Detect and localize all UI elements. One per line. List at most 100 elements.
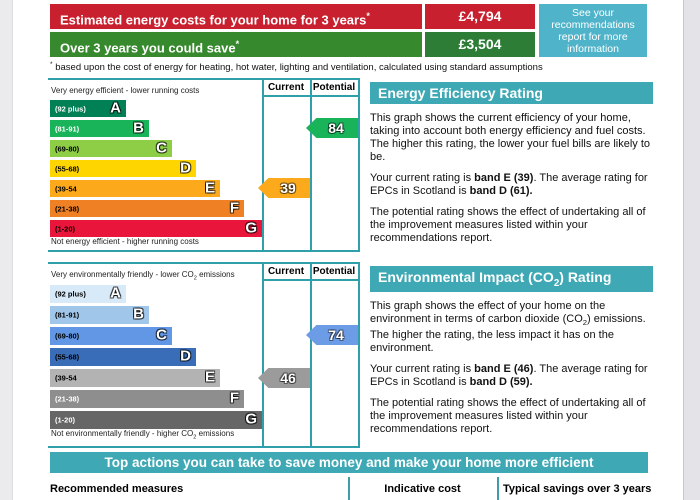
- text: . The average rating for EPCs in Scotlan…: [370, 362, 648, 388]
- text: Environmental Impact (CO: [378, 269, 554, 285]
- recommendations-note: See your recommendations report for more…: [539, 4, 647, 57]
- energy-band-f: (21-38) F: [50, 199, 244, 217]
- band-letter: F: [229, 199, 239, 217]
- co2-band-c: (69-80) C: [50, 327, 172, 345]
- chart-bottom-caption: Not energy efficient - higher running co…: [51, 237, 199, 246]
- co2-panel-paragraph-3: The potential rating shows the effect of…: [370, 396, 646, 435]
- co2-panel-paragraph-2: Your current rating is band E (46). The …: [370, 363, 653, 389]
- energy-efficiency-panel: Energy Efficiency Rating This graph show…: [370, 82, 653, 245]
- text: ) Rating: [559, 269, 612, 285]
- chart-bottom-caption: Not environmentally friendly - higher CO…: [51, 429, 234, 441]
- text: emissions: [196, 429, 235, 439]
- assumptions-footnote: * based upon the cost of energy for heat…: [50, 61, 543, 73]
- band-range-label: (1-20): [55, 415, 76, 425]
- footnote-marker: *: [235, 39, 240, 49]
- average-rating-text: band D (61).: [469, 185, 533, 197]
- current-rating-text: band E (39): [474, 172, 534, 184]
- chart-header-underline: [262, 95, 360, 97]
- text: Your current rating is: [370, 172, 475, 184]
- band-letter: C: [156, 139, 167, 157]
- band-range-label: (39-54: [55, 373, 77, 383]
- band-range-label: (39-54: [55, 184, 77, 193]
- band-range-label: (81-91): [55, 124, 80, 133]
- co2-panel-title: Environmental Impact (CO2) Rating: [370, 266, 653, 292]
- energy-panel-paragraph-2: Your current rating is band E (39). The …: [370, 172, 653, 198]
- co2-subscript: 2: [553, 277, 560, 289]
- table-column-divider: [497, 477, 499, 500]
- co2-band-d: (55-68) D: [50, 348, 196, 366]
- energy-band-b: (81-91) B: [50, 119, 149, 137]
- co2-subscript: 2: [582, 317, 588, 327]
- band-letter: B: [133, 305, 144, 323]
- co2-impact-chart: Current Potential Very environmentally f…: [48, 262, 360, 448]
- current-column-header: Current: [267, 82, 305, 93]
- estimated-costs-value: £4,794: [425, 4, 535, 29]
- page-left-margin: [0, 0, 13, 500]
- band-range-label: (21-38): [55, 394, 80, 404]
- text: ) emissions. The higher the rating, the …: [370, 312, 646, 354]
- co2-band-b: (81-91) B: [50, 306, 149, 324]
- co2-current-rating-arrow: 46: [258, 368, 310, 388]
- band-range-label: (55-68): [55, 164, 80, 173]
- energy-panel-title: Energy Efficiency Rating: [370, 82, 653, 104]
- energy-potential-rating-arrow: 84: [306, 118, 358, 138]
- band-range-label: (69-80): [55, 331, 80, 341]
- footnote-marker: *: [50, 61, 53, 68]
- potential-column-header: Potential: [312, 266, 356, 277]
- energy-current-rating-arrow: 39: [258, 178, 310, 198]
- band-letter: A: [110, 99, 121, 117]
- band-range-label: (92 plus): [55, 289, 86, 299]
- chart-header-underline: [262, 279, 360, 281]
- current-column-header: Current: [267, 266, 305, 277]
- co2-impact-panel: Environmental Impact (CO2) Rating This g…: [370, 266, 653, 436]
- assumptions-footnote-text: based upon the cost of energy for heatin…: [52, 62, 543, 74]
- footnote-marker: *: [366, 11, 370, 21]
- chart-column-line: [310, 78, 312, 252]
- energy-band-d: (55-68) D: [50, 159, 196, 177]
- band-range-label: (55-68): [55, 352, 80, 362]
- chart-column-line: [358, 78, 360, 252]
- chart-top-caption: Very environmentally friendly - lower CO…: [51, 270, 235, 282]
- band-letter: A: [110, 284, 121, 302]
- text: This graph shows the effect of your home…: [370, 299, 606, 325]
- band-range-label: (69-80): [55, 144, 80, 153]
- co2-subscript: 2: [193, 275, 197, 282]
- band-letter: C: [156, 326, 167, 344]
- text: . The average rating for EPCs in Scotlan…: [370, 172, 648, 197]
- chart-top-caption: Very energy efficient - lower running co…: [51, 86, 200, 95]
- band-letter: E: [204, 179, 215, 197]
- column-header-indicative-cost: Indicative cost: [384, 483, 461, 495]
- energy-band-c: (69-80) C: [50, 139, 172, 157]
- energy-band-g: (1-20) G: [50, 219, 262, 237]
- co2-band-f: (21-38) F: [50, 390, 244, 408]
- chart-column-line: [262, 78, 264, 252]
- band-letter: E: [204, 368, 215, 386]
- band-range-label: (92 plus): [55, 104, 86, 113]
- co2-band-e: (39-54 E: [50, 369, 220, 387]
- co2-subscript: 2: [193, 435, 197, 441]
- savings-text: Over 3 years you could save: [60, 40, 236, 56]
- chart-top-border: [48, 78, 360, 80]
- band-letter: D: [180, 159, 191, 177]
- band-range-label: (1-20): [55, 224, 76, 233]
- estimated-costs-text: Estimated energy costs for your home for…: [60, 12, 367, 28]
- text: emissions: [196, 270, 235, 279]
- text: Your current rating is: [370, 362, 475, 375]
- average-rating-text: band D (59).: [469, 375, 533, 388]
- band-letter: G: [245, 410, 257, 428]
- band-letter: F: [229, 389, 239, 407]
- estimated-costs-label: Estimated energy costs for your home for…: [50, 4, 422, 29]
- column-header-typical-savings: Typical savings over 3 years: [503, 483, 652, 495]
- band-letter: G: [245, 219, 257, 237]
- chart-column-line: [358, 262, 360, 448]
- band-range-label: (81-91): [55, 310, 80, 320]
- chart-column-line: [262, 262, 264, 448]
- energy-panel-paragraph-3: The potential rating shows the effect of…: [370, 206, 646, 244]
- co2-band-g: (1-20) G: [50, 411, 262, 429]
- energy-band-a: (92 plus) A: [50, 99, 126, 117]
- band-letter: D: [180, 347, 191, 365]
- chart-top-border: [48, 262, 360, 264]
- co2-potential-rating-arrow: 74: [306, 325, 358, 345]
- chart-column-line: [310, 262, 312, 448]
